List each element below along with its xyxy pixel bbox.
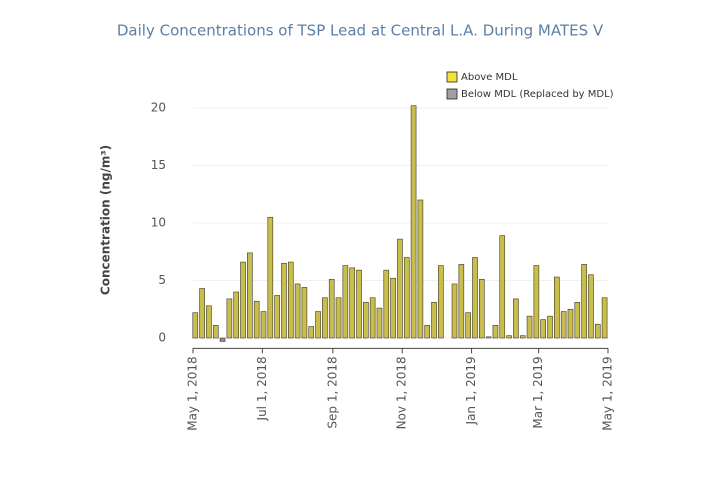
bar [192,312,199,339]
bar [472,257,478,339]
bar [594,323,601,339]
bar [478,279,485,339]
legend-label: Below MDL (Replaced by MDL) [461,89,614,100]
bar [506,335,512,339]
y-tick-label: 10 [151,216,166,230]
bar [547,315,553,339]
legend-label: Above MDL [461,72,518,83]
bar [226,298,233,339]
legend-swatch [446,71,458,83]
bar [328,279,335,339]
x-tick-label: Jul 1, 2018 [255,356,269,421]
bar [356,269,362,339]
bar [369,297,376,339]
bar [499,235,506,339]
bar [465,312,471,339]
bar [574,302,581,339]
bar [253,300,260,339]
bar [567,308,574,339]
bar [397,238,403,339]
bar [247,252,253,339]
bar [383,269,390,339]
bar [513,298,519,339]
bar [581,264,587,339]
bar [390,277,396,339]
bar [554,276,560,339]
bar [540,319,546,339]
bar [260,311,267,339]
bar [206,305,212,339]
bar [342,265,349,339]
bar [267,216,274,339]
bar [533,265,540,339]
y-axis-label: Concentration (ng/m³) [99,145,113,295]
bar [438,265,444,339]
bar [526,315,533,339]
y-tick-label: 0 [158,331,166,345]
x-tick-label: Mar 1, 2019 [531,356,545,428]
bar [219,337,226,342]
y-tick-label: 15 [151,158,166,172]
bar [199,288,205,339]
bar [431,302,437,339]
x-tick-label: Jan 1, 2019 [464,356,478,425]
y-tick-label: 5 [158,273,166,287]
bar [560,311,567,339]
x-tick-label: Nov 1, 2018 [395,356,409,429]
bar [485,336,492,339]
bar [274,295,280,339]
bar [458,264,465,339]
bar [376,307,383,339]
bar [349,267,355,339]
legend-swatch [446,88,458,100]
bar [417,199,424,339]
chart-title: Daily Concentrations of TSP Lead at Cent… [117,22,604,40]
bar [212,325,219,339]
bar [335,297,342,339]
bar [301,287,308,339]
bar [519,335,526,339]
bar [240,261,246,339]
x-tick-label: May 1, 2019 [601,356,615,430]
bar [492,325,499,339]
bar [588,274,594,339]
bar [315,311,321,339]
bar [451,283,458,339]
bar [233,291,240,339]
bar [363,302,369,339]
bar [287,261,294,339]
bar [403,257,410,339]
bar [322,297,328,339]
bar [281,262,287,339]
x-tick-label: May 1, 2018 [186,356,200,430]
bar [410,105,417,339]
y-tick-label: 20 [151,101,166,115]
bar [424,325,431,339]
bar [294,283,301,339]
bar [308,326,315,339]
bar [601,297,608,339]
x-tick-label: Sep 1, 2018 [325,356,339,428]
